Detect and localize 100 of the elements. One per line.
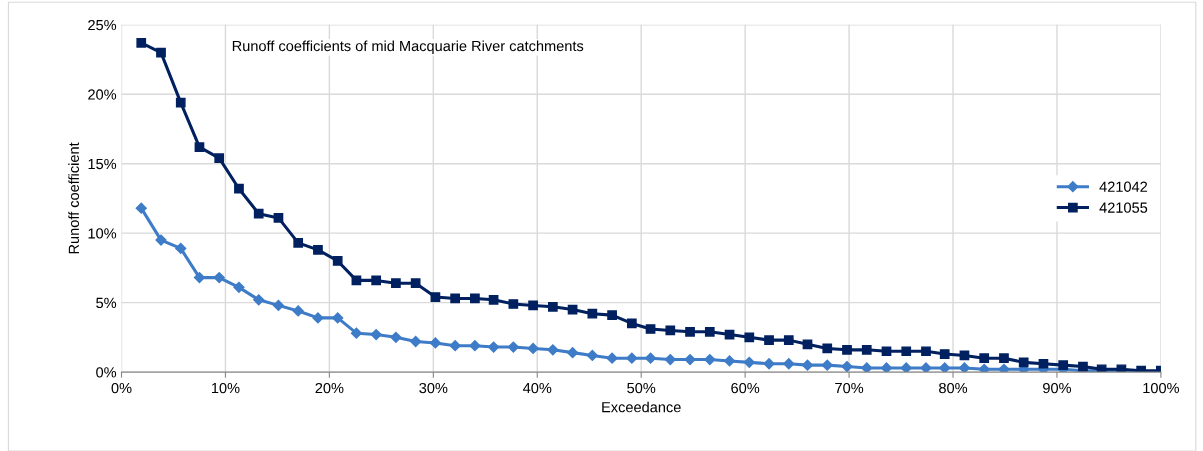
- point: [508, 299, 519, 309]
- y-tick-label: 15%: [88, 158, 117, 170]
- point: [743, 356, 755, 368]
- point: [999, 353, 1009, 364]
- point: [861, 362, 873, 373]
- y-tick-label: 25%: [88, 19, 117, 31]
- point: [371, 275, 382, 286]
- point: [880, 362, 893, 373]
- point: [822, 343, 833, 354]
- x-tick-label: 20%: [315, 382, 344, 394]
- point: [704, 326, 715, 337]
- x-tick-label: 90%: [1043, 382, 1072, 394]
- point: [566, 347, 579, 359]
- point: [390, 331, 402, 343]
- point: [175, 97, 186, 108]
- point: [587, 308, 598, 319]
- point: [313, 244, 323, 255]
- point: [293, 238, 304, 248]
- point: [763, 358, 775, 370]
- point: [214, 153, 225, 164]
- x-tick-label: 70%: [835, 382, 864, 394]
- point: [939, 362, 951, 373]
- y-tick-label: 20%: [88, 89, 117, 100]
- point: [410, 278, 421, 289]
- point: [723, 355, 736, 367]
- point: [586, 349, 598, 362]
- point: [450, 293, 461, 304]
- point: [391, 278, 401, 289]
- point: [253, 294, 265, 306]
- x-tick-label: 100%: [1143, 382, 1180, 394]
- point: [921, 346, 931, 357]
- point: [234, 183, 244, 194]
- y-tick-label: 0%: [96, 367, 117, 378]
- point: [488, 294, 499, 305]
- point: [978, 363, 990, 373]
- point: [704, 353, 716, 366]
- point: [272, 299, 285, 312]
- point: [507, 341, 519, 353]
- point: [410, 335, 422, 348]
- point: [155, 234, 167, 246]
- point: [998, 363, 1010, 373]
- point: [802, 339, 813, 350]
- point: [470, 293, 480, 304]
- point: [194, 142, 205, 152]
- point: [626, 318, 637, 329]
- point: [430, 292, 441, 302]
- point: [332, 312, 344, 324]
- point: [528, 300, 538, 311]
- point: [939, 349, 950, 359]
- point: [821, 359, 833, 371]
- point: [350, 327, 363, 339]
- point: [312, 312, 324, 324]
- point: [1038, 358, 1049, 369]
- x-tick-label: 80%: [939, 382, 968, 394]
- point: [841, 360, 853, 373]
- point: [370, 328, 382, 341]
- point: [665, 325, 676, 336]
- point: [744, 332, 755, 343]
- point: [685, 326, 695, 337]
- y-tick-label: 5%: [96, 297, 117, 309]
- point: [136, 38, 147, 48]
- point: [881, 346, 892, 357]
- point: [920, 362, 932, 373]
- point: [783, 358, 795, 370]
- point: [842, 344, 852, 355]
- point: [292, 305, 304, 317]
- x-tick-label: 10%: [211, 382, 240, 394]
- point: [1018, 357, 1029, 368]
- x-tick-label: 0%: [111, 382, 132, 394]
- x-tick-label: 50%: [627, 382, 656, 394]
- point: [156, 47, 166, 58]
- point: [527, 342, 539, 355]
- point: [488, 341, 500, 353]
- point: [607, 310, 617, 320]
- point: [233, 281, 245, 293]
- x-tick-label: 40%: [523, 382, 552, 394]
- point: [783, 335, 794, 345]
- point: [861, 344, 872, 355]
- point: [801, 359, 814, 371]
- point: [273, 213, 284, 223]
- x-tick-label: 60%: [731, 382, 760, 394]
- point: [684, 353, 696, 366]
- point: [664, 353, 676, 366]
- point: [606, 352, 618, 364]
- point: [175, 242, 187, 255]
- legend-label: 421042: [1099, 181, 1148, 192]
- point: [429, 337, 442, 349]
- point: [332, 256, 343, 266]
- point: [979, 353, 990, 364]
- point: [626, 352, 638, 364]
- point: [253, 208, 264, 219]
- point: [449, 340, 461, 352]
- x-axis-title: Exceedance: [602, 401, 681, 413]
- x-tick-label: 30%: [419, 382, 448, 394]
- legend-label: 421055: [1099, 202, 1148, 213]
- y-axis-title: Runoff coefficient: [68, 142, 80, 254]
- point: [469, 340, 481, 352]
- y-tick-label: 10%: [88, 228, 117, 239]
- point: [958, 362, 971, 373]
- text: Runoff coefficients of mid Macquarie River catchments: [232, 40, 584, 55]
